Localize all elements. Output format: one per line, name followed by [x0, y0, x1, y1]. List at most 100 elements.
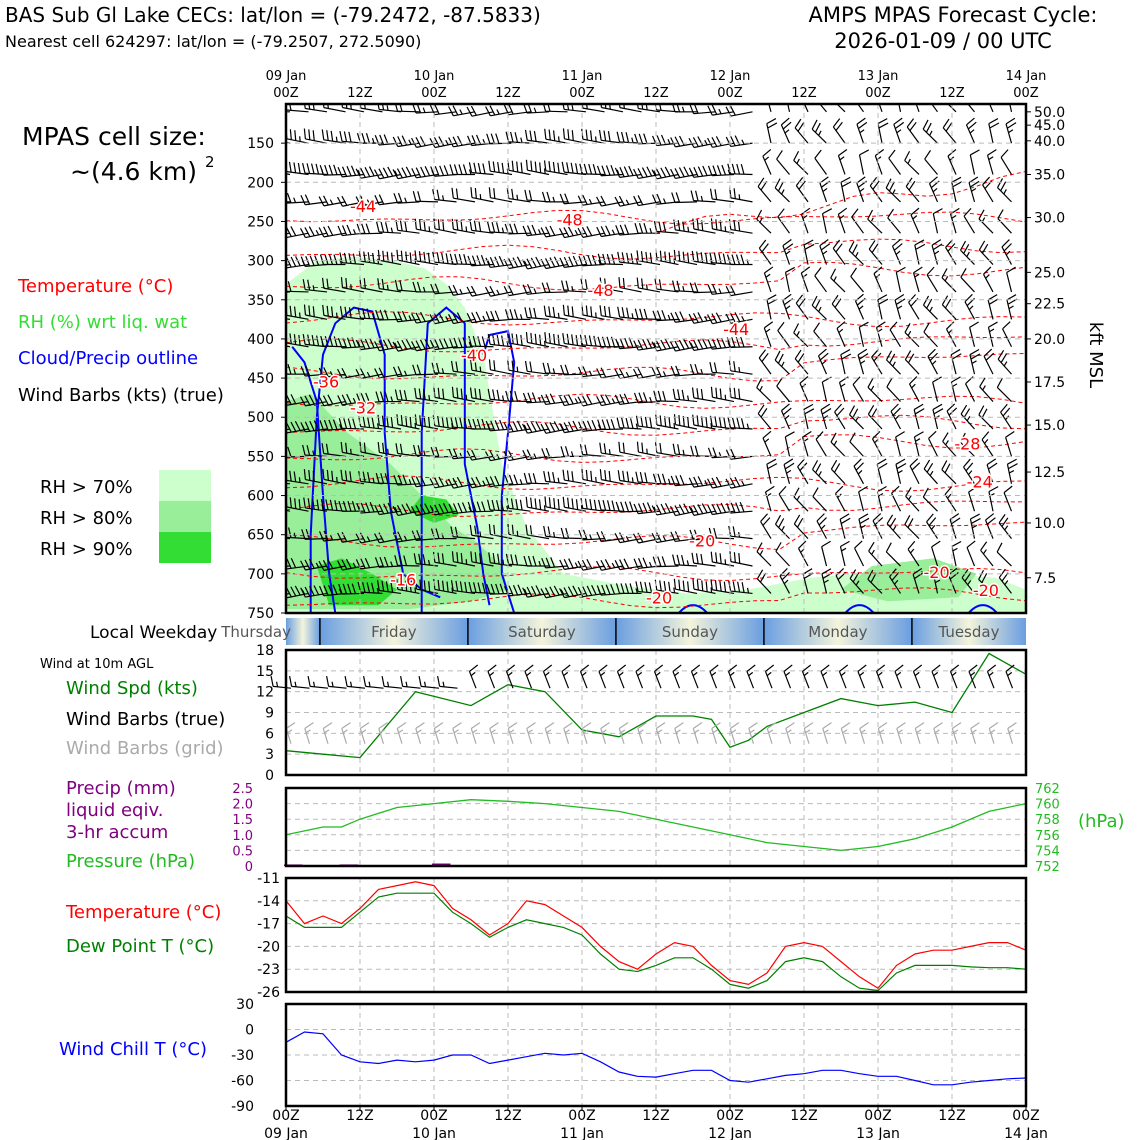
barb-shaft — [341, 728, 348, 744]
barb-flag — [795, 294, 804, 304]
barb-flag — [411, 476, 417, 487]
wind-barb — [289, 676, 310, 689]
wind-barb — [614, 532, 642, 544]
barb-flag — [455, 361, 459, 372]
barb-flag — [563, 587, 570, 598]
barb-flag — [876, 321, 886, 329]
barb-flag — [522, 284, 528, 295]
barb-flag — [676, 104, 681, 113]
barb-shaft — [982, 184, 994, 203]
dewpoint-line — [285, 892, 1027, 992]
barb-shaft — [894, 299, 902, 320]
barb-flag — [571, 130, 574, 141]
barb-flag — [622, 278, 625, 289]
barb-flag — [850, 267, 857, 277]
barb-flag — [675, 475, 681, 486]
barb-shaft — [653, 671, 662, 689]
barb-flag — [316, 499, 320, 511]
barb-flag — [449, 253, 454, 265]
barb-flag — [867, 377, 874, 388]
barb-flag — [598, 664, 608, 672]
barb-shaft — [433, 728, 440, 744]
wind-barb — [396, 578, 420, 595]
wind-barb — [766, 458, 778, 484]
barb-flag — [307, 334, 311, 345]
barb-flag — [544, 128, 547, 140]
barb-shaft — [601, 452, 624, 457]
barb-flag — [333, 254, 338, 265]
barb-flag — [448, 137, 454, 148]
weekday-label: Friday — [371, 623, 417, 641]
barb-flag — [423, 389, 426, 400]
top-hour-label: 00Z — [1013, 86, 1039, 101]
barb-flag — [678, 579, 681, 591]
barb-flag — [286, 558, 292, 569]
barb-flag — [587, 255, 593, 266]
barb-shaft — [960, 413, 975, 430]
barb-flag — [399, 280, 403, 291]
barb-flag — [760, 513, 769, 522]
barb-shaft — [600, 728, 607, 744]
wind-barb — [998, 568, 1012, 594]
barb-half — [711, 671, 717, 677]
barb-flag — [517, 420, 523, 431]
barb-half — [571, 105, 574, 111]
barb-flag — [327, 584, 334, 596]
barb-shaft — [619, 201, 642, 207]
barb-flag — [529, 525, 533, 536]
barb-flag — [889, 517, 897, 528]
barb-flag — [794, 118, 802, 129]
barb-flag — [766, 294, 777, 301]
wind-barb — [451, 551, 476, 567]
barb-half — [428, 226, 431, 232]
wind-barb — [318, 367, 346, 379]
precip-tick-label: 1.5 — [232, 813, 253, 828]
barb-flag — [419, 579, 422, 591]
barb-half — [892, 189, 896, 195]
barb-flag — [365, 223, 371, 234]
barb-shaft — [656, 424, 679, 430]
barb-half — [785, 305, 791, 310]
barb-shaft — [601, 173, 624, 177]
wind-barb — [949, 664, 960, 689]
barb-flag — [988, 298, 999, 305]
barb-flag — [318, 560, 325, 571]
barb-flag — [610, 419, 616, 430]
barb-flag — [312, 130, 315, 141]
barb-half — [625, 199, 630, 205]
barb-half — [929, 470, 934, 476]
barb-flag — [633, 392, 639, 403]
barb-shaft — [434, 261, 457, 266]
wind-barb — [374, 338, 402, 352]
barb-shaft — [379, 231, 402, 234]
wind-barb — [466, 476, 494, 489]
barb-half — [638, 729, 644, 734]
barb-shaft — [527, 263, 550, 270]
barb-flag — [624, 337, 630, 349]
wind-barb — [830, 432, 846, 457]
barb-flag — [623, 104, 625, 109]
barb-flag — [998, 568, 1006, 578]
barb-shaft — [858, 154, 865, 175]
barb-flag — [946, 403, 956, 412]
barb-shaft — [783, 464, 791, 484]
barb-flag — [430, 283, 436, 294]
barb-shaft — [850, 276, 864, 293]
barb-shaft — [987, 299, 994, 320]
barb-flag — [626, 471, 630, 482]
barb-shaft — [286, 506, 309, 512]
barb-half — [403, 535, 408, 541]
barb-flag — [362, 471, 366, 483]
wind-barb — [448, 284, 476, 296]
barb-shaft — [323, 428, 346, 431]
barb-flag — [342, 337, 348, 348]
barb-half — [877, 671, 883, 677]
barb-half — [574, 562, 579, 568]
barb-half — [589, 534, 593, 540]
barb-flag — [762, 517, 771, 526]
barb-flag — [461, 502, 468, 513]
barb-shaft — [1007, 728, 1014, 744]
barb-shaft — [545, 455, 568, 459]
wind-barb — [672, 664, 682, 689]
barb-flag — [327, 225, 334, 236]
